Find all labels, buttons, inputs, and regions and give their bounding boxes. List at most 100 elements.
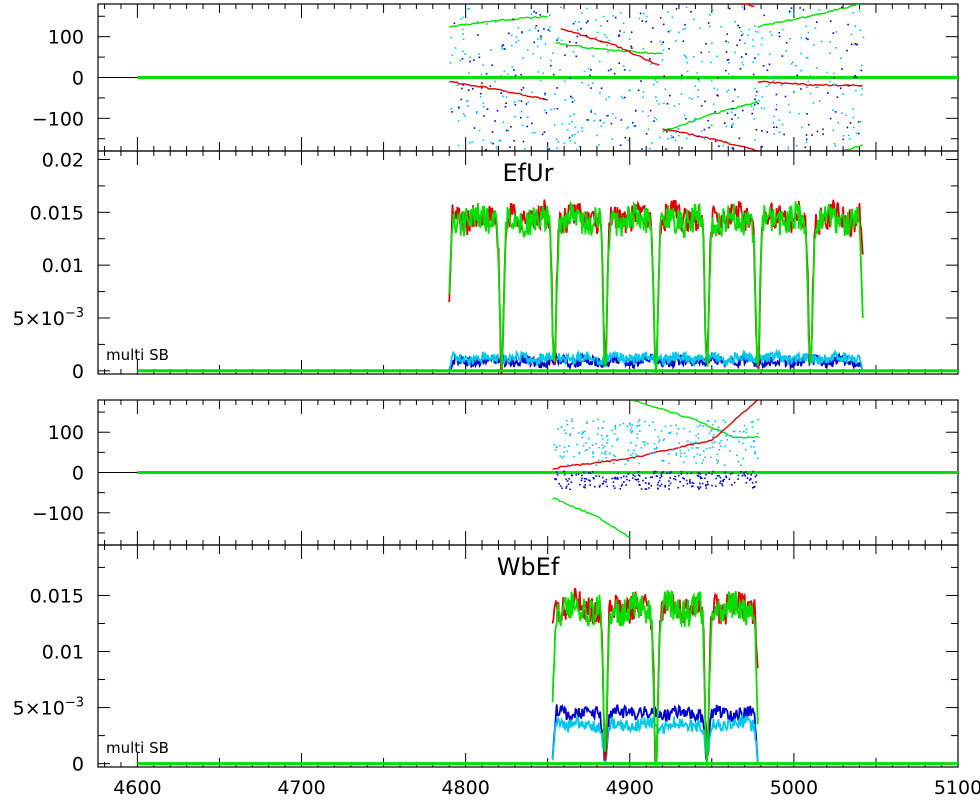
series-point (557, 37, 560, 39)
series-point (683, 114, 686, 117)
series-point (566, 450, 569, 453)
series-point (662, 41, 665, 44)
series-point (660, 475, 663, 478)
series-point (699, 424, 702, 426)
panel-title: EfUr (502, 159, 553, 187)
series-point (650, 452, 652, 455)
series-point (734, 114, 736, 116)
series-point (731, 472, 734, 474)
series-point (763, 14, 765, 17)
series-point (704, 100, 706, 103)
series-point (504, 106, 507, 108)
series-point (661, 43, 663, 46)
series-point (707, 22, 710, 24)
series-point (751, 426, 754, 428)
series-point (468, 72, 470, 74)
series-point (563, 446, 566, 448)
series-point (775, 126, 778, 129)
series-point (617, 437, 619, 440)
series-point (710, 456, 712, 459)
series-point (712, 436, 714, 438)
series-point (627, 126, 629, 128)
series-point (680, 473, 683, 475)
series-point (565, 478, 567, 481)
series-point (745, 53, 747, 55)
series-point (583, 486, 585, 488)
series-point (805, 86, 808, 88)
series-point (642, 91, 645, 93)
series-point (610, 68, 612, 71)
series-point (561, 487, 563, 489)
series-point (682, 28, 685, 31)
series-point (725, 51, 728, 53)
series-point (584, 47, 586, 49)
series-point (627, 449, 630, 452)
series-point (737, 24, 739, 27)
series-point (629, 454, 632, 456)
series-point (669, 432, 671, 434)
series-point (554, 93, 556, 95)
series-point (596, 433, 599, 435)
series-point (686, 61, 689, 64)
series-point (711, 79, 713, 82)
series-point (715, 477, 717, 480)
series-point (564, 54, 566, 57)
series-point (716, 453, 718, 456)
series-point (623, 481, 625, 483)
series-point (693, 56, 695, 58)
series-point (725, 435, 727, 437)
series-point (578, 452, 581, 455)
series-point (458, 107, 460, 109)
series-point (642, 479, 644, 482)
series-point (664, 484, 666, 487)
series-point (842, 93, 845, 95)
series-point (587, 20, 589, 22)
series-point (697, 433, 700, 435)
series-point (657, 487, 659, 490)
series-line (449, 80, 548, 101)
series-point (710, 61, 712, 64)
series-point (614, 16, 617, 19)
series-point (473, 127, 476, 129)
series-point (659, 477, 661, 479)
series-point (661, 459, 663, 462)
series-point (572, 22, 575, 25)
series-point (518, 99, 520, 102)
series-point (723, 464, 726, 466)
series-point (790, 63, 793, 65)
series-point (669, 482, 672, 485)
series-point (700, 477, 703, 479)
series-point (807, 38, 809, 41)
series-point (832, 32, 835, 34)
series-point (605, 478, 608, 481)
series-point (520, 110, 523, 113)
series-point (614, 116, 617, 119)
y-tick-exponent: −3 (65, 696, 84, 711)
series-point (499, 140, 502, 142)
series-point (738, 26, 741, 29)
series-point (635, 453, 637, 456)
series-point (697, 78, 700, 80)
series-point (650, 485, 653, 487)
series-point (523, 148, 526, 150)
y-tick-label: 0 (72, 68, 84, 90)
x-tick-label: 4600 (113, 777, 161, 799)
series-point (751, 105, 753, 108)
y-tick-label: 0.015 (30, 585, 84, 607)
series-point (678, 31, 680, 34)
series-point (698, 488, 700, 490)
series-point (784, 95, 787, 98)
series-point (501, 47, 503, 49)
series-point (757, 436, 760, 439)
series-point (683, 427, 686, 430)
series-point (638, 483, 641, 486)
series-point (754, 25, 756, 27)
series-point (697, 89, 700, 91)
series-point (740, 56, 743, 58)
series-point (697, 475, 700, 477)
series-point (552, 73, 555, 76)
series-point (490, 49, 492, 51)
series-point (588, 119, 590, 121)
series-point (531, 122, 533, 125)
series-point (718, 449, 720, 451)
